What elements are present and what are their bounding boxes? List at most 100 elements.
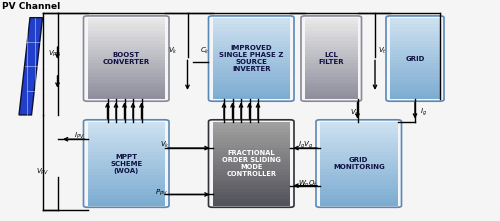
Bar (390, 73, 440, 76)
Bar (212, 135, 290, 138)
Bar (390, 18, 440, 21)
Text: LCL
FILTER: LCL FILTER (318, 52, 344, 65)
Bar (320, 149, 398, 152)
Bar (88, 50, 165, 54)
Polygon shape (19, 18, 42, 115)
Bar (320, 122, 398, 125)
Bar (390, 44, 440, 47)
Bar (88, 83, 165, 86)
Bar (320, 185, 398, 189)
Bar (212, 21, 290, 24)
Bar (305, 44, 358, 47)
Text: BOOST
CONVERTER: BOOST CONVERTER (102, 52, 150, 65)
Bar (88, 93, 165, 96)
Bar (212, 122, 290, 125)
Bar (88, 128, 165, 132)
Bar (212, 128, 290, 132)
Bar (88, 135, 165, 138)
Bar (88, 63, 165, 67)
Bar (320, 199, 398, 202)
Bar (305, 80, 358, 83)
Bar (88, 125, 165, 128)
Bar (305, 34, 358, 37)
Bar (88, 96, 165, 99)
Bar (212, 179, 290, 182)
Bar (212, 125, 290, 128)
Text: GRID: GRID (406, 55, 424, 62)
Bar (390, 57, 440, 60)
Bar (88, 145, 165, 149)
Bar (390, 83, 440, 86)
Bar (212, 27, 290, 31)
Bar (212, 155, 290, 158)
Bar (212, 50, 290, 54)
Bar (88, 54, 165, 57)
Bar (212, 18, 290, 21)
Bar (88, 172, 165, 175)
Bar (320, 182, 398, 185)
Bar (212, 76, 290, 80)
Bar (320, 179, 398, 182)
Bar (305, 96, 358, 99)
Bar (88, 73, 165, 76)
Bar (212, 47, 290, 50)
Bar (212, 31, 290, 34)
Bar (212, 162, 290, 165)
Bar (88, 60, 165, 63)
Bar (305, 63, 358, 67)
Text: $V_k$: $V_k$ (168, 46, 177, 56)
Text: $C_k$: $C_k$ (200, 46, 210, 56)
Bar (88, 34, 165, 37)
Bar (212, 86, 290, 90)
Text: $I_gV_g$: $I_gV_g$ (298, 139, 312, 151)
Bar (212, 96, 290, 99)
Bar (88, 67, 165, 70)
Bar (212, 63, 290, 67)
Bar (212, 185, 290, 189)
Bar (88, 175, 165, 179)
Text: $V_k$: $V_k$ (160, 140, 170, 150)
Text: $V_z$: $V_z$ (350, 108, 360, 118)
Bar (212, 175, 290, 179)
Bar (390, 80, 440, 83)
Bar (88, 179, 165, 182)
Bar (305, 90, 358, 93)
Bar (305, 31, 358, 34)
Bar (212, 165, 290, 169)
Bar (88, 86, 165, 90)
Bar (390, 47, 440, 50)
Bar (390, 90, 440, 93)
Bar (212, 54, 290, 57)
Bar (212, 169, 290, 172)
Bar (390, 76, 440, 80)
Bar (305, 21, 358, 24)
Text: $W_pO_t$: $W_pO_t$ (298, 178, 318, 190)
Bar (212, 67, 290, 70)
Bar (212, 80, 290, 83)
Bar (212, 24, 290, 27)
Text: $V_t$: $V_t$ (378, 46, 388, 56)
Bar (88, 199, 165, 202)
Bar (390, 54, 440, 57)
Text: $P_{PV}$: $P_{PV}$ (154, 188, 168, 198)
Bar (305, 18, 358, 21)
Bar (88, 44, 165, 47)
Bar (88, 18, 165, 21)
Bar (212, 132, 290, 135)
Text: $V_{PV}$: $V_{PV}$ (36, 167, 50, 177)
Bar (320, 158, 398, 162)
Bar (390, 96, 440, 99)
Bar (88, 152, 165, 155)
Bar (212, 195, 290, 199)
Bar (88, 158, 165, 162)
Bar (88, 149, 165, 152)
Bar (305, 83, 358, 86)
Bar (88, 76, 165, 80)
Bar (320, 128, 398, 132)
Bar (305, 67, 358, 70)
Bar (320, 195, 398, 199)
Bar (88, 195, 165, 199)
Bar (390, 34, 440, 37)
Bar (320, 175, 398, 179)
Bar (320, 172, 398, 175)
